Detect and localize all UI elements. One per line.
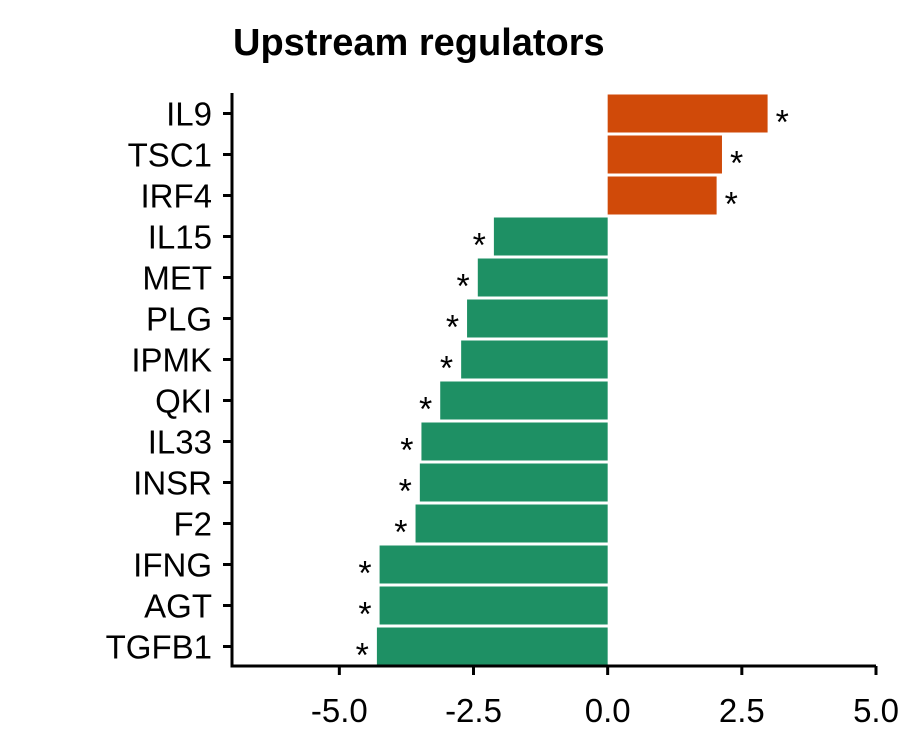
significance-star-f2: * bbox=[394, 514, 407, 552]
significance-star-il15: * bbox=[473, 227, 486, 265]
y-tick-label-met: MET bbox=[142, 260, 212, 297]
significance-star-ipmk: * bbox=[440, 350, 453, 388]
y-tick-label-il33: IL33 bbox=[148, 424, 212, 461]
significance-star-met: * bbox=[457, 268, 470, 306]
y-tick-label-qki: QKI bbox=[155, 383, 212, 420]
x-axis-ticks: -5.0 -2.5 0.0 2.5 5.0 bbox=[311, 666, 899, 729]
bar-irf4 bbox=[607, 176, 717, 215]
significance-star-il9: * bbox=[776, 104, 789, 142]
y-tick-label-insr: INSR bbox=[133, 465, 212, 502]
bars-group bbox=[376, 94, 768, 666]
y-tick-label-plg: PLG bbox=[146, 301, 212, 338]
bar-insr bbox=[419, 463, 608, 502]
x-tick-label: -2.5 bbox=[445, 692, 502, 729]
significance-star-tsc1: * bbox=[730, 145, 743, 183]
x-tick-label: 2.5 bbox=[719, 692, 765, 729]
bar-il9 bbox=[607, 94, 768, 133]
bar-met bbox=[477, 258, 608, 297]
bar-tsc1 bbox=[607, 135, 722, 174]
significance-star-qki: * bbox=[419, 391, 432, 429]
significance-star-tgfb1: * bbox=[356, 637, 369, 675]
y-tick-label-il9: IL9 bbox=[166, 96, 212, 133]
significance-star-insr: * bbox=[399, 473, 412, 511]
x-tick-label: 0.0 bbox=[585, 692, 631, 729]
significance-star-ifng: * bbox=[358, 555, 371, 593]
chart-title: Upstream regulators bbox=[233, 22, 605, 64]
x-tick-label: -5.0 bbox=[311, 692, 368, 729]
y-tick-label-il15: IL15 bbox=[148, 219, 212, 256]
y-axis-ticks: IL9 TSC1 IRF4 IL15 MET PLG IPMK QKI IL33 INSR F2 IF… bbox=[106, 96, 232, 666]
bar-ifng bbox=[379, 545, 608, 584]
x-tick-label: 5.0 bbox=[853, 692, 899, 729]
y-tick-label-agt: AGT bbox=[144, 588, 212, 625]
bar-il15 bbox=[493, 217, 608, 256]
significance-star-il33: * bbox=[400, 432, 413, 470]
y-tick-label-irf4: IRF4 bbox=[140, 178, 212, 215]
y-tick-label-tsc1: TSC1 bbox=[128, 137, 212, 174]
y-tick-label-ifng: IFNG bbox=[133, 547, 212, 584]
significance-star-plg: * bbox=[446, 309, 459, 347]
bar-qki bbox=[440, 381, 608, 420]
bar-il33 bbox=[421, 422, 608, 461]
bar-plg bbox=[467, 299, 608, 338]
bar-tgfb1 bbox=[376, 627, 608, 666]
bar-f2 bbox=[415, 504, 608, 543]
y-tick-label-f2: F2 bbox=[173, 506, 212, 543]
significance-star-irf4: * bbox=[725, 186, 738, 224]
bar-ipmk bbox=[461, 340, 608, 379]
y-tick-label-tgfb1: TGFB1 bbox=[106, 629, 212, 666]
bar-agt bbox=[379, 586, 608, 625]
y-tick-label-ipmk: IPMK bbox=[131, 342, 212, 379]
significance-star-agt: * bbox=[358, 596, 371, 634]
